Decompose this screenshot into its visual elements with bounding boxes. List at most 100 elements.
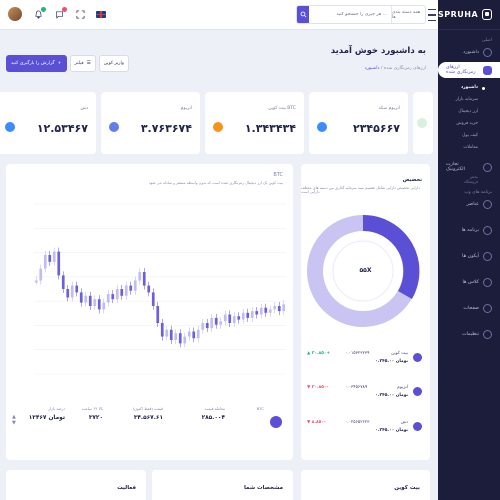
candle[interactable] (106, 294, 110, 303)
candle[interactable] (93, 299, 97, 306)
candle[interactable] (43, 255, 47, 269)
candle[interactable] (210, 317, 214, 329)
sidebar-item-label: عناصر (466, 201, 480, 207)
candle[interactable] (70, 285, 74, 298)
candle[interactable] (277, 306, 281, 312)
candle[interactable] (57, 251, 61, 276)
allocation-row[interactable]: اتریوم ۰.۳۴۵.۰۰ تومان ۰.۰۳۴۵۶۷۸۹ ▼ ۳۰.۸۵… (301, 383, 430, 407)
dash-coin-icon (5, 122, 15, 132)
sidebar-sub-wallet[interactable]: کیف پول (462, 133, 478, 138)
sidebar-sub-market-cap[interactable]: سرمایه بازار (455, 97, 478, 102)
candle[interactable] (219, 321, 223, 325)
candle[interactable] (165, 329, 169, 337)
candle[interactable] (169, 329, 173, 340)
sidebar-item-icons[interactable]: آیکون ها (438, 249, 500, 263)
notification-button[interactable] (33, 7, 46, 19)
allocation-row[interactable]: بیت کوین ۰.۳۴۵.۰۰ تومان ۰.۰۱۵۳۲۳۲۳۹ ▲ ۳۰… (301, 349, 430, 373)
donut-chart[interactable] (301, 189, 430, 339)
candle[interactable] (268, 309, 272, 313)
filter-button[interactable]: فیلتر ☰ (69, 55, 96, 72)
candle[interactable] (142, 272, 146, 286)
sidebar-item-classes[interactable]: کلاس ها (438, 275, 500, 289)
fullscreen-button[interactable] (75, 9, 85, 19)
allocation-row[interactable]: دش ۰.۳۴۵.۰۰ تومان ۰.۰۲۵۶۵۲۶۲۳ ▼ ۸.۸۵۰- (301, 418, 430, 442)
candle[interactable] (120, 289, 124, 296)
candle[interactable] (273, 306, 277, 310)
language-flag-icon[interactable] (96, 10, 106, 18)
deposit-label: واریز کوین (103, 61, 125, 66)
messages-button[interactable] (54, 7, 67, 19)
candle[interactable] (232, 316, 236, 323)
candle[interactable] (255, 311, 259, 315)
candle[interactable] (201, 323, 205, 330)
candle[interactable] (75, 285, 79, 293)
candle[interactable] (156, 306, 160, 323)
btc-coin-icon (213, 122, 223, 132)
candle[interactable] (237, 316, 241, 320)
candle[interactable] (151, 292, 155, 306)
sidebar-item-pages[interactable]: صفحات (438, 301, 500, 315)
avatar[interactable] (8, 7, 22, 21)
search-category-select[interactable]: همه دسته بندی ها (391, 6, 425, 23)
candle[interactable] (228, 314, 232, 324)
chart-footer-item: قیمت (فقط اکنون) ۳۴.۵۶۷.۶۱ (133, 406, 163, 421)
candle[interactable] (246, 312, 250, 318)
breadcrumb-root[interactable]: ارزهای رمزنگاری شده (383, 66, 426, 71)
candle[interactable] (115, 289, 119, 300)
candle[interactable] (102, 302, 106, 310)
candle[interactable] (61, 275, 65, 289)
menu-toggle-button[interactable] (428, 9, 436, 21)
brand[interactable]: SPRUHA (438, 0, 500, 30)
sidebar-item-ecommerce[interactable]: تجارت الکترونیک (438, 160, 500, 174)
sidebar-sub-buy-sell[interactable]: خرید فروش (456, 121, 478, 126)
candle[interactable] (250, 311, 254, 318)
candle[interactable] (174, 333, 178, 340)
deposit-button[interactable]: واریز کوین (98, 55, 130, 72)
candle[interactable] (147, 285, 151, 293)
candle[interactable] (196, 329, 200, 339)
bottom-card-bitcoin: بیت کوین (301, 470, 430, 500)
candle[interactable] (48, 255, 52, 262)
candle[interactable] (34, 280, 38, 283)
candle[interactable] (183, 336, 187, 344)
candle[interactable] (129, 285, 133, 291)
sidebar-item-settings[interactable]: تنظیمات (438, 327, 500, 341)
sidebar-sub-currencies[interactable]: ارز دیجیتال (458, 109, 478, 114)
candle[interactable] (241, 312, 245, 320)
sidebar-sub-dashboard[interactable]: داشبورد (438, 82, 500, 94)
candle[interactable] (223, 314, 227, 322)
sidebar-item-crypto[interactable]: ارزهای رمزنگاری شده (438, 62, 500, 78)
sidebar-item-apps[interactable]: برنامه ها (438, 223, 500, 237)
sidebar-item-elements[interactable]: عناصر (438, 197, 500, 211)
download-report-button[interactable]: گزارش را بارگیری کنید + (6, 55, 67, 72)
candle[interactable] (192, 331, 196, 339)
sidebar-item-dashboard[interactable]: داشبورد (438, 45, 500, 59)
candle[interactable] (84, 295, 88, 303)
candle[interactable] (259, 307, 263, 315)
candle[interactable] (160, 323, 164, 337)
search-input[interactable] (309, 6, 391, 23)
candle[interactable] (264, 307, 268, 313)
candle[interactable] (187, 331, 191, 337)
candle[interactable] (205, 323, 209, 329)
candle[interactable] (124, 285, 128, 296)
candle[interactable] (282, 304, 286, 312)
candle[interactable] (79, 292, 83, 303)
stat-label: دش (80, 106, 89, 111)
candle[interactable] (178, 333, 182, 344)
candle[interactable] (88, 295, 92, 306)
candle[interactable] (111, 294, 115, 300)
footer-key: معامله قیمت (204, 406, 225, 411)
candle[interactable] (138, 272, 142, 281)
bottom-card-activity: فعالیت (6, 470, 146, 500)
candle[interactable] (133, 280, 137, 291)
chart-scroll-arrows[interactable]: ▲ ▼ (12, 414, 16, 426)
candle[interactable] (52, 251, 56, 262)
candle[interactable] (97, 299, 101, 310)
candle[interactable] (66, 289, 70, 298)
search-button[interactable] (297, 6, 309, 23)
candle[interactable] (39, 268, 43, 281)
candle[interactable] (214, 317, 218, 325)
sidebar-sub-trades[interactable]: معاملات (463, 145, 478, 150)
candlestick-chart[interactable] (6, 164, 293, 394)
